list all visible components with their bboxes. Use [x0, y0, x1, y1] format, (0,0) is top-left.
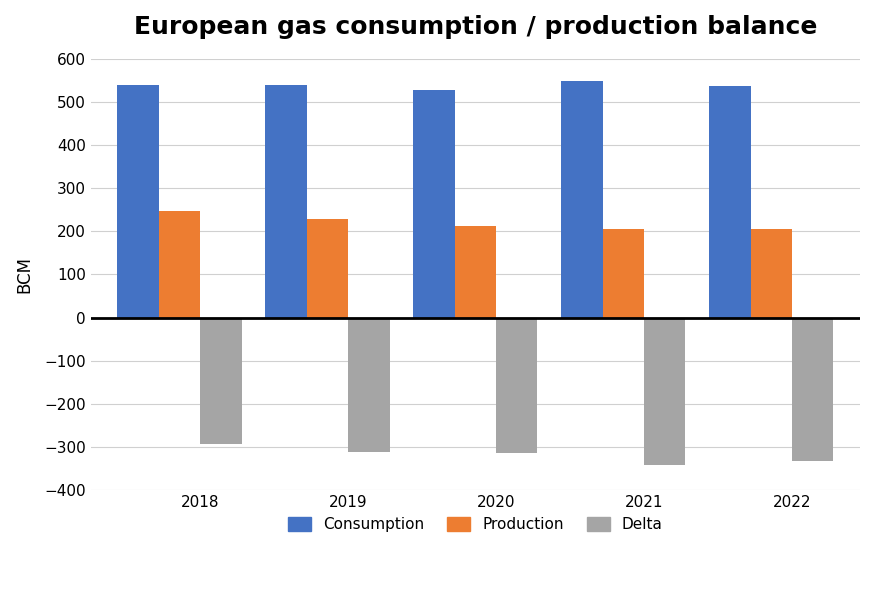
- Bar: [455, 226, 496, 317]
- Bar: [561, 82, 603, 317]
- Bar: [307, 219, 348, 317]
- Bar: [644, 317, 685, 465]
- Bar: [158, 211, 200, 317]
- Bar: [265, 85, 307, 317]
- Legend: Consumption, Production, Delta: Consumption, Production, Delta: [282, 511, 668, 538]
- Title: European gas consumption / production balance: European gas consumption / production ba…: [134, 15, 817, 39]
- Bar: [413, 91, 455, 317]
- Bar: [348, 317, 389, 452]
- Y-axis label: BCM: BCM: [15, 256, 33, 293]
- Bar: [603, 229, 644, 317]
- Bar: [117, 85, 158, 317]
- Bar: [751, 229, 792, 317]
- Bar: [200, 317, 242, 444]
- Bar: [496, 317, 537, 453]
- Bar: [709, 86, 751, 317]
- Bar: [792, 317, 833, 461]
